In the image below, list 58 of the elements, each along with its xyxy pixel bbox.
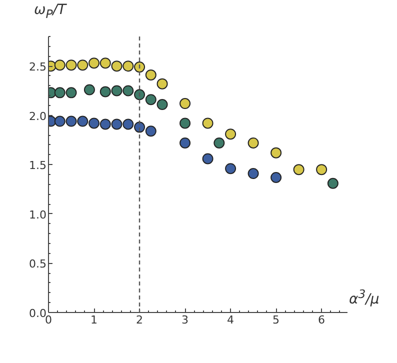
- point: [134, 89, 146, 100]
- point: [77, 116, 88, 127]
- x-tick-label: 4: [227, 314, 234, 326]
- point: [270, 172, 282, 183]
- point: [180, 98, 191, 110]
- point: [100, 58, 111, 69]
- point: [316, 164, 328, 176]
- point: [122, 85, 134, 96]
- point: [84, 84, 95, 96]
- point: [156, 99, 168, 110]
- point: [111, 85, 122, 96]
- point: [180, 137, 191, 148]
- point: [293, 164, 304, 176]
- point: [111, 60, 122, 72]
- point: [111, 118, 122, 130]
- x-axis-title: α$^{3}$/μ: [349, 286, 380, 310]
- point: [156, 78, 168, 90]
- point: [145, 126, 156, 137]
- point: [66, 60, 77, 71]
- point: [248, 137, 259, 148]
- point: [54, 60, 66, 71]
- point: [202, 118, 214, 129]
- point: [145, 94, 156, 106]
- x-tick-label: 5: [272, 314, 280, 326]
- point: [134, 62, 146, 73]
- point: [122, 60, 134, 72]
- point: [225, 128, 236, 140]
- y-tick-label: 0.5: [29, 258, 47, 271]
- x-tick-label: 0: [45, 314, 52, 326]
- point: [214, 137, 225, 148]
- y-axis-title: ω$_{P}$/T: [34, 1, 66, 22]
- y-tick-label: 2.5: [29, 60, 47, 74]
- point: [134, 122, 146, 133]
- point: [100, 86, 111, 98]
- point: [88, 58, 100, 69]
- y-tick-label: 1.5: [29, 159, 47, 172]
- y-tick-label: 0.0: [29, 307, 47, 320]
- point: [88, 118, 100, 129]
- point: [66, 116, 77, 127]
- point: [122, 118, 134, 130]
- point: [54, 87, 66, 98]
- point: [77, 60, 88, 71]
- point: [202, 153, 214, 164]
- point: [145, 69, 156, 80]
- x-tick-label: 3: [182, 314, 189, 326]
- y-tick-label: 1.0: [29, 208, 47, 222]
- x-tick-label: 2: [136, 314, 144, 326]
- x-tick-label: 1: [90, 314, 98, 326]
- point: [327, 178, 338, 189]
- point: [248, 168, 259, 180]
- point: [180, 118, 191, 129]
- x-tick-label: 6: [318, 314, 326, 326]
- point: [270, 147, 282, 158]
- point: [66, 87, 77, 98]
- point: [54, 116, 66, 127]
- point: [100, 118, 111, 130]
- y-tick-label: 2.0: [29, 110, 47, 123]
- point: [225, 163, 236, 174]
